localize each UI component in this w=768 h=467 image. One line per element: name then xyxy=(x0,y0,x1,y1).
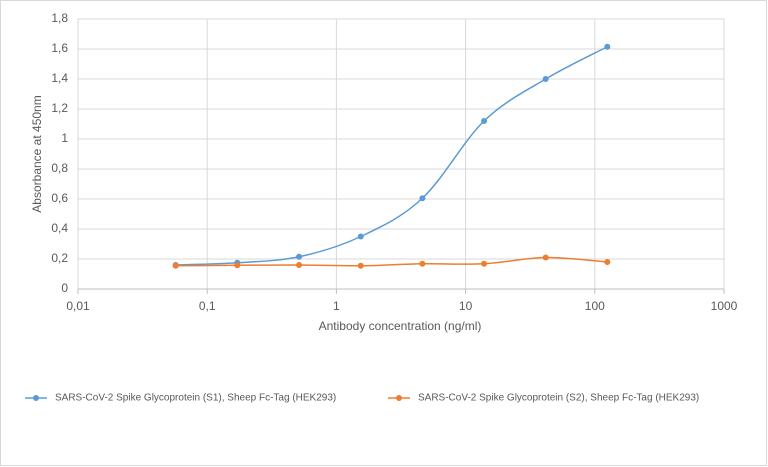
x-axis-title: Antibody concentration (ng/ml) xyxy=(319,319,482,333)
y-tick-label: 1,4 xyxy=(51,71,68,85)
y-tick-label: 0 xyxy=(61,281,68,295)
legend-label: SARS-CoV-2 Spike Glycoprotein (S2), Shee… xyxy=(418,393,699,404)
data-point xyxy=(542,254,549,261)
x-tick-label: 0,1 xyxy=(199,299,216,313)
data-point xyxy=(357,233,364,240)
legend-swatch-marker xyxy=(33,395,39,401)
y-tick-label: 1,2 xyxy=(51,101,68,115)
y-tick-label: 1 xyxy=(61,131,68,145)
y-tick-label: 0,6 xyxy=(51,191,68,205)
y-tick-label: 0,4 xyxy=(51,221,68,235)
data-point xyxy=(481,118,488,124)
data-point xyxy=(172,262,179,269)
data-point xyxy=(604,43,611,50)
x-tick-label: 1 xyxy=(333,299,340,313)
series-line xyxy=(175,46,608,266)
x-tick-label: 1000 xyxy=(711,299,738,313)
data-point xyxy=(419,260,426,267)
x-tick-label: 10 xyxy=(459,299,473,313)
data-point xyxy=(357,262,364,269)
legend-swatch-marker xyxy=(396,395,402,401)
y-tick-label: 1,6 xyxy=(51,41,68,55)
data-point xyxy=(481,260,488,267)
data-point xyxy=(542,76,549,82)
data-point xyxy=(604,259,611,265)
data-point xyxy=(296,262,303,268)
y-tick-label: 0,2 xyxy=(51,251,68,265)
series-line xyxy=(175,256,608,267)
y-axis-title: Absorbance at 450nm xyxy=(30,95,44,212)
y-tick-label: 1,8 xyxy=(51,11,68,25)
y-tick-label: 0,8 xyxy=(51,161,68,175)
x-tick-label: 100 xyxy=(585,299,605,313)
legend-label: SARS-CoV-2 Spike Glycoprotein (S1), Shee… xyxy=(55,393,336,404)
data-point xyxy=(234,262,241,269)
x-tick-label: 0,01 xyxy=(66,299,90,313)
data-point xyxy=(419,195,426,202)
data-point xyxy=(296,253,303,260)
